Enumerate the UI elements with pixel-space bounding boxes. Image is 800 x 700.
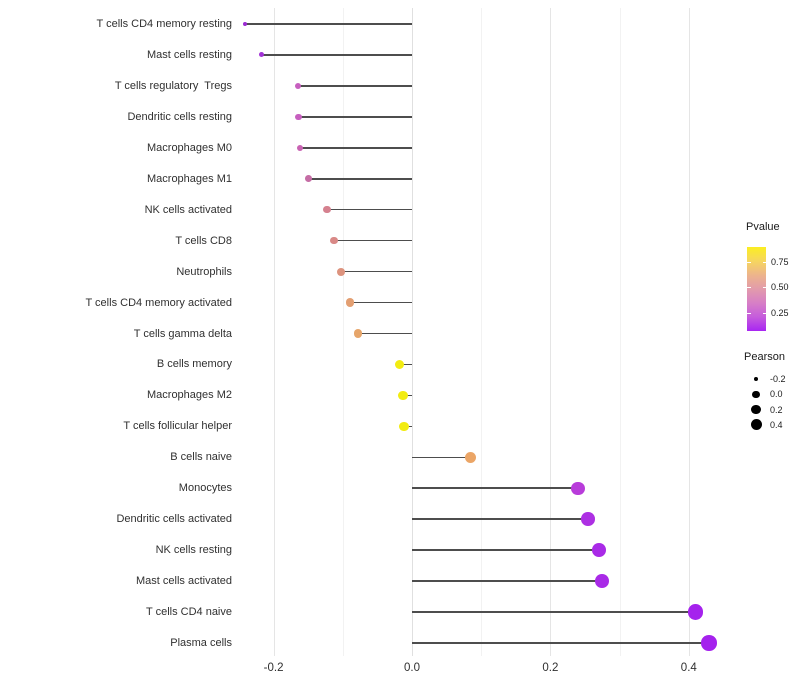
minor-gridline xyxy=(342,8,344,656)
category-label: Dendritic cells resting xyxy=(127,110,232,123)
lollipop-stem xyxy=(412,642,709,644)
category-label: Macrophages M0 xyxy=(147,141,232,154)
category-label: T cells follicular helper xyxy=(123,420,232,433)
category-label: T cells regulatory Tregs xyxy=(114,79,232,92)
pearson-key-dot xyxy=(750,419,762,431)
lollipop-stem xyxy=(412,580,603,582)
lollipop-stem xyxy=(326,208,412,211)
pvalue-colorbar xyxy=(747,247,766,331)
pearson-key-label: 0.2 xyxy=(770,404,783,415)
pvalue-tick-label: 0.25 xyxy=(771,307,789,318)
data-point xyxy=(581,512,595,526)
data-point xyxy=(242,22,247,26)
lollipop-stem xyxy=(308,177,412,180)
pearson-key-label: 0.4 xyxy=(770,419,783,430)
category-label: Dendritic cells activated xyxy=(116,513,232,526)
category-label: NK cells resting xyxy=(155,544,232,557)
pvalue-legend-title: Pvalue xyxy=(746,221,780,233)
pearson-legend-title: Pearson xyxy=(744,351,785,363)
data-point xyxy=(701,635,717,651)
pvalue-tick-mark xyxy=(747,262,751,264)
lollipop-stem xyxy=(340,270,412,273)
x-axis-tick-label: 0.0 xyxy=(404,662,420,674)
pvalue-tick-mark xyxy=(747,312,751,314)
minor-gridline xyxy=(481,8,483,656)
data-point xyxy=(394,359,405,370)
lollipop-stem xyxy=(358,332,412,335)
data-point xyxy=(259,52,265,58)
data-point xyxy=(464,451,476,463)
lollipop-stem xyxy=(412,611,696,613)
data-point xyxy=(345,298,354,307)
data-point xyxy=(294,82,302,90)
data-point xyxy=(329,236,338,245)
category-label: T cells gamma delta xyxy=(133,327,232,340)
category-label: Mast cells activated xyxy=(136,575,232,588)
major-gridline xyxy=(273,8,275,656)
category-label: Mast cells resting xyxy=(147,48,232,61)
category-label: Monocytes xyxy=(178,482,232,495)
lollipop-stem xyxy=(412,487,579,490)
lollipop-stem xyxy=(297,85,412,87)
lollipop-stem xyxy=(412,456,471,459)
x-axis-tick-label: 0.4 xyxy=(680,662,697,674)
category-label: Macrophages M2 xyxy=(147,389,232,402)
lollipop-stem xyxy=(299,147,412,149)
minor-gridline xyxy=(619,8,621,656)
category-label: T cells CD8 xyxy=(175,234,232,247)
pvalue-tick-label: 0.75 xyxy=(771,257,789,268)
category-label: T cells CD4 naive xyxy=(146,606,232,619)
lollipop-stem xyxy=(399,363,412,366)
data-point xyxy=(571,481,585,495)
category-label: Neutrophils xyxy=(176,265,232,278)
pearson-key-dot xyxy=(752,390,760,399)
lollipop-stem xyxy=(244,23,412,25)
lollipop-stem xyxy=(349,301,412,304)
major-gridline xyxy=(688,8,690,656)
x-axis-tick-label: -0.2 xyxy=(263,662,284,674)
lollipop-stem xyxy=(261,54,412,56)
pvalue-tick-mark xyxy=(762,262,766,264)
pearson-key-dot xyxy=(751,404,761,415)
pvalue-tick-label: 0.50 xyxy=(771,282,789,293)
major-gridline xyxy=(550,8,552,656)
zero-line xyxy=(412,8,413,656)
pvalue-tick-mark xyxy=(762,287,766,289)
lollipop-stem xyxy=(412,518,588,520)
data-point xyxy=(336,267,345,276)
category-label: NK cells activated xyxy=(144,203,232,216)
pearson-key-label: 0.0 xyxy=(770,389,783,400)
pearson-key-dot xyxy=(753,376,759,382)
category-label: T cells CD4 memory resting xyxy=(96,18,233,30)
category-label: Macrophages M1 xyxy=(147,172,232,185)
category-label: B cells memory xyxy=(156,358,232,371)
lollipop-stem xyxy=(298,116,412,118)
data-point xyxy=(353,329,363,338)
category-label: T cells CD4 memory activated xyxy=(85,296,232,309)
x-axis-tick-label: 0.2 xyxy=(542,662,559,674)
data-point xyxy=(304,175,312,183)
lollipop-stem xyxy=(333,239,412,242)
data-point xyxy=(688,604,704,620)
pvalue-tick-mark xyxy=(762,312,766,314)
pearson-key-label: -0.2 xyxy=(770,374,786,384)
data-point xyxy=(591,543,606,557)
pvalue-tick-mark xyxy=(747,287,751,289)
data-point xyxy=(296,144,304,152)
data-point xyxy=(295,113,302,121)
lollipop-stem xyxy=(412,549,599,551)
data-point xyxy=(398,390,408,401)
category-label: B cells naive xyxy=(170,451,232,464)
data-point xyxy=(323,205,331,214)
data-point xyxy=(398,421,409,432)
data-point xyxy=(595,574,610,588)
category-label: Plasma cells xyxy=(170,637,232,649)
